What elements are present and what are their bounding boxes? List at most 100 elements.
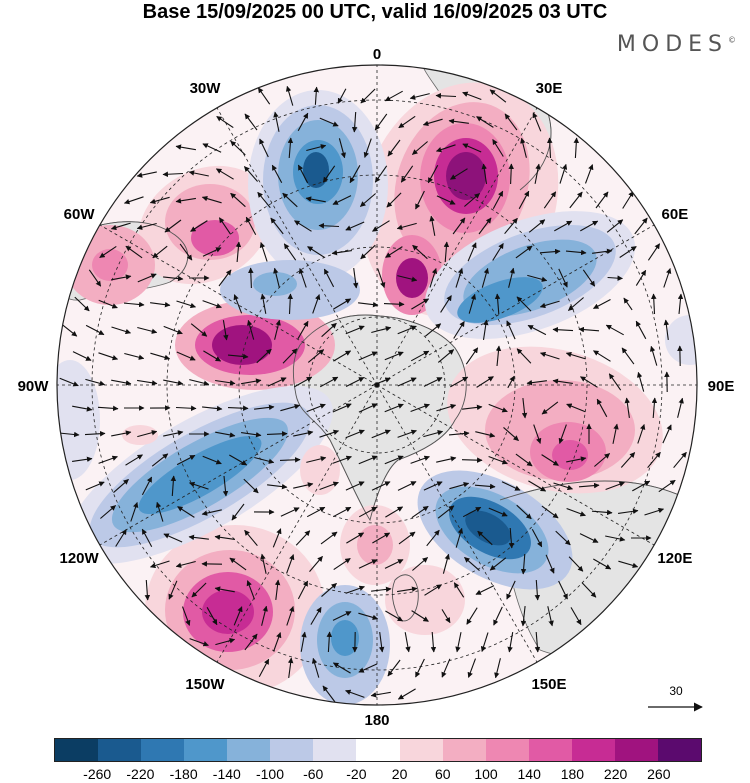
wind-arrow xyxy=(360,244,376,260)
wind-arrow xyxy=(370,691,391,698)
wind-arrow xyxy=(455,632,462,653)
wind-arrow xyxy=(398,531,416,545)
wind-arrow xyxy=(323,268,335,288)
wind-arrow xyxy=(412,557,429,571)
wind-arrow xyxy=(488,507,508,517)
colorbar-swatch xyxy=(227,739,271,761)
wind-arrow xyxy=(580,220,599,232)
wind-arrow xyxy=(397,586,418,593)
wind-arrow xyxy=(477,530,493,546)
wind-arrow xyxy=(266,431,288,437)
wind-arrow xyxy=(130,501,139,522)
wind-arrow xyxy=(306,144,327,152)
wind-arrow xyxy=(256,348,272,364)
wind-arrow xyxy=(85,481,105,491)
wind-arrow xyxy=(243,478,259,494)
wind-arrow xyxy=(558,268,568,288)
wind-arrow xyxy=(429,267,438,288)
wind-arrow xyxy=(287,657,294,678)
wind-arrow xyxy=(397,275,418,282)
colorbar-swatch xyxy=(657,739,701,761)
wind-arrow xyxy=(534,579,541,601)
wind-arrow xyxy=(111,326,132,335)
wind-arrow xyxy=(462,506,482,518)
wind-arrow xyxy=(254,404,275,411)
wind-arrow xyxy=(520,553,527,575)
wind-arrow xyxy=(273,632,282,652)
wind-arrow xyxy=(307,246,325,258)
wind-arrow xyxy=(297,580,309,600)
wind-arrow xyxy=(607,275,623,281)
wind-arrow xyxy=(462,143,482,153)
wind-arrow xyxy=(319,429,340,438)
wind-arrow xyxy=(229,557,247,571)
wind-arrow xyxy=(397,429,417,438)
wind-arrow xyxy=(411,298,430,310)
wind-arrow xyxy=(282,192,298,208)
wind-arrow xyxy=(215,168,234,180)
wind-arrow xyxy=(202,143,222,153)
wind-arrow xyxy=(300,631,307,652)
wind-arrow xyxy=(176,300,197,309)
lon-label-180: 180 xyxy=(364,712,389,729)
wind-arrow xyxy=(349,165,361,184)
wind-arrow xyxy=(489,557,507,571)
wind-arrow xyxy=(72,405,93,412)
wind-arrow xyxy=(124,352,145,360)
wind-arrow xyxy=(539,248,561,255)
wind-arrow xyxy=(384,403,404,413)
wind-arrow xyxy=(462,91,482,101)
anomaly-weak-highs xyxy=(57,315,697,495)
wind-arrow xyxy=(559,163,568,184)
wind-arrow xyxy=(273,111,280,132)
wind-arrow xyxy=(436,456,457,463)
wind-arrow xyxy=(191,582,207,598)
wind-arrow xyxy=(558,580,568,600)
wind-arrow xyxy=(568,556,584,572)
wind-arrow xyxy=(400,165,414,183)
wind-arrow xyxy=(181,606,191,626)
wind-arrow xyxy=(441,609,451,624)
wind-arrow xyxy=(651,397,658,419)
wind-arrow xyxy=(163,430,184,437)
wind-arrow xyxy=(465,347,479,365)
wind-arrow xyxy=(233,606,243,626)
wind-arrow xyxy=(125,454,143,466)
wind-arrow xyxy=(558,424,567,444)
wind-arrow xyxy=(468,293,477,314)
wind-arrow xyxy=(125,245,143,259)
wind-arrow xyxy=(541,454,559,466)
wind-arrow xyxy=(516,348,532,364)
wind-arrow xyxy=(297,112,309,132)
wind-arrow xyxy=(332,506,352,518)
wind-arrow xyxy=(74,296,90,312)
wind-arrow xyxy=(282,348,298,364)
colorbar-swatch xyxy=(141,739,185,761)
wind-arrow xyxy=(449,481,470,490)
wind-arrow xyxy=(635,269,647,286)
wind-arrow xyxy=(443,241,450,263)
wind-arrow xyxy=(410,350,430,362)
wind-arrow xyxy=(175,560,196,568)
wind-arrow xyxy=(385,610,404,622)
colorbar-swatch xyxy=(614,739,658,761)
wind-arrow xyxy=(168,580,178,600)
wind-arrow xyxy=(384,559,404,569)
wind-arrow xyxy=(241,431,262,438)
lon-label-30w: 30W xyxy=(190,80,222,97)
wind-arrow xyxy=(297,164,309,184)
lon-label-60e: 60E xyxy=(662,206,689,223)
wind-arrow xyxy=(531,528,543,548)
wind-arrow xyxy=(345,481,365,491)
wind-arrow xyxy=(565,249,587,256)
wind-arrow xyxy=(149,560,170,569)
wind-arrow xyxy=(673,451,687,469)
wind-arrow xyxy=(333,557,351,571)
wind-arrow xyxy=(175,405,197,411)
wind-arrow xyxy=(286,605,295,626)
wind-arrow xyxy=(345,377,365,387)
wind-arrow xyxy=(663,267,672,288)
wind-arrow xyxy=(267,377,287,387)
wind-arrow xyxy=(318,223,340,229)
map-title: Base 15/09/2025 00 UTC, valid 16/09/2025… xyxy=(142,1,608,23)
